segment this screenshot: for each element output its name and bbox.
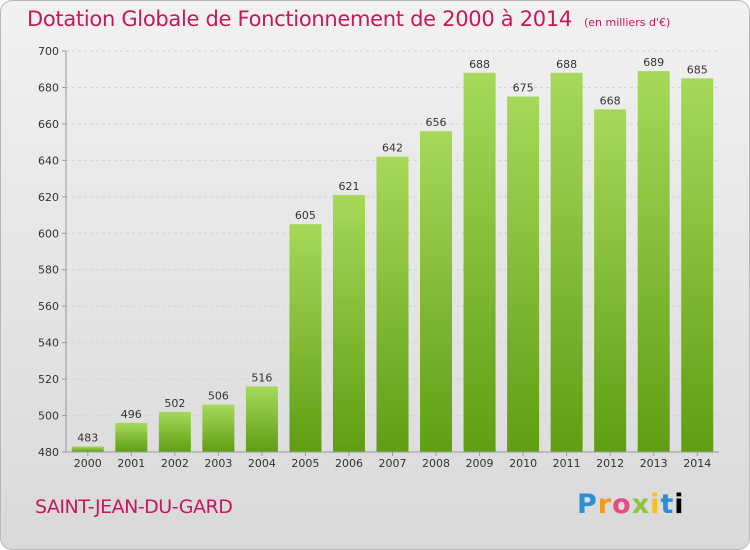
y-tick-label: 580 bbox=[38, 264, 59, 277]
x-tick-label-2014: 2014 bbox=[683, 457, 711, 470]
data-label-2014: 685 bbox=[687, 63, 708, 76]
y-tick-label: 620 bbox=[38, 191, 59, 204]
axes: 480 500 520 540 560 580 600 620 640 660 680 700 2000… bbox=[38, 45, 719, 470]
x-tick-label-2000: 2000 bbox=[74, 457, 102, 470]
x-tick-label-2006: 2006 bbox=[335, 457, 363, 470]
x-tick-label-2005: 2005 bbox=[291, 457, 319, 470]
x-tick-label-2013: 2013 bbox=[640, 457, 668, 470]
bar-2004 bbox=[245, 386, 278, 452]
logo-letter: o bbox=[612, 489, 632, 520]
data-label-2001: 496 bbox=[121, 408, 142, 421]
y-tick-label: 500 bbox=[38, 410, 59, 423]
bar-2006 bbox=[332, 194, 365, 452]
bar-2000 bbox=[71, 446, 104, 452]
data-label-2010: 675 bbox=[513, 82, 534, 95]
logo-letter: r bbox=[597, 489, 613, 520]
bar-2010 bbox=[507, 96, 540, 453]
y-tick-label: 540 bbox=[38, 337, 59, 350]
bar-2014 bbox=[681, 78, 714, 452]
x-tick-label-2012: 2012 bbox=[596, 457, 624, 470]
logo-letter: t bbox=[660, 489, 675, 520]
bar-2009 bbox=[463, 72, 496, 452]
commune-name: SAINT-JEAN-DU-GARD bbox=[35, 496, 233, 518]
logo-letter: i bbox=[674, 489, 685, 520]
data-label-2002: 502 bbox=[164, 397, 185, 410]
data-label-2011: 688 bbox=[556, 58, 577, 71]
data-label-2008: 656 bbox=[426, 116, 447, 129]
data-label-2009: 688 bbox=[469, 58, 490, 71]
bar-2001 bbox=[115, 422, 148, 452]
y-tick-label: 600 bbox=[38, 227, 59, 240]
data-label-2004: 516 bbox=[251, 371, 272, 384]
x-tick-label-2008: 2008 bbox=[422, 457, 450, 470]
chart-title: Dotation Globale de Fonctionnement de 20… bbox=[27, 7, 670, 31]
unit-label: (en milliers d'€) bbox=[583, 16, 671, 29]
logo-letter: x bbox=[631, 489, 651, 520]
data-label-2003: 506 bbox=[208, 390, 229, 403]
bar-2012 bbox=[594, 109, 627, 452]
data-label-2000: 483 bbox=[77, 432, 98, 445]
x-tick-label-2001: 2001 bbox=[117, 457, 145, 470]
x-tick-label-2007: 2007 bbox=[379, 457, 407, 470]
data-label-2007: 642 bbox=[382, 142, 403, 155]
data-label-2012: 668 bbox=[600, 94, 621, 107]
bar-2011 bbox=[550, 72, 583, 452]
data-label-2013: 689 bbox=[643, 56, 664, 69]
x-tick-label-2010: 2010 bbox=[509, 457, 537, 470]
y-tick-label: 480 bbox=[38, 446, 59, 459]
bar-2005 bbox=[289, 224, 322, 452]
x-tick-label-2003: 2003 bbox=[204, 457, 232, 470]
x-tick-label-2009: 2009 bbox=[466, 457, 494, 470]
data-label-2006: 621 bbox=[338, 180, 359, 193]
proxiti-logo[interactable]: Proxiti bbox=[577, 489, 685, 520]
y-tick-label: 680 bbox=[38, 81, 59, 94]
title-text: Dotation Globale de Fonctionnement de 20… bbox=[27, 7, 572, 31]
data-label-2005: 605 bbox=[295, 209, 316, 222]
bar-2002 bbox=[158, 411, 191, 452]
bar-2007 bbox=[376, 156, 409, 452]
bar-2003 bbox=[202, 404, 235, 452]
y-tick-label: 560 bbox=[38, 300, 59, 313]
y-tick-label: 520 bbox=[38, 373, 59, 386]
y-tick-label: 640 bbox=[38, 154, 59, 167]
y-tick-label: 660 bbox=[38, 118, 59, 131]
x-tick-label-2011: 2011 bbox=[553, 457, 581, 470]
bar-2013 bbox=[637, 71, 670, 453]
bars: 483 496 502 506 516 605 621 642 656 688 675 688 668 6… bbox=[71, 56, 714, 453]
bar-2008 bbox=[420, 131, 453, 452]
x-tick-label-2004: 2004 bbox=[248, 457, 276, 470]
logo-letter: P bbox=[577, 489, 598, 520]
y-tick-label: 700 bbox=[38, 45, 59, 58]
logo-letter: i bbox=[650, 489, 661, 520]
x-tick-label-2002: 2002 bbox=[161, 457, 189, 470]
